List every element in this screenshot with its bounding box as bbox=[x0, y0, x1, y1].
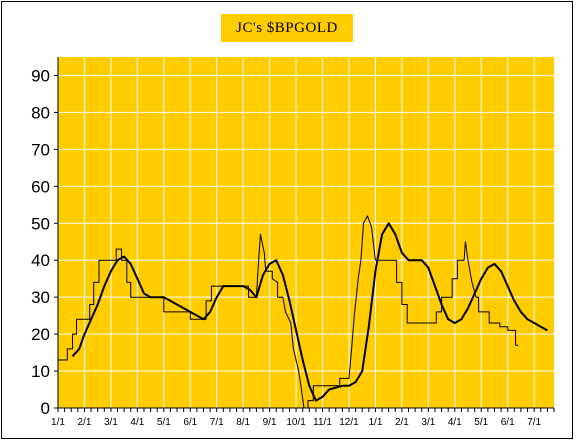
y-tick-label: 30 bbox=[31, 288, 50, 307]
x-tick-label: 3/1 bbox=[104, 417, 118, 428]
x-tick-label: 8/1 bbox=[236, 417, 250, 428]
x-tick-label: 5/1 bbox=[157, 417, 171, 428]
y-tick-label: 40 bbox=[31, 251, 50, 270]
x-tick-label: 1/1 bbox=[51, 417, 65, 428]
y-tick-label: 80 bbox=[31, 103, 50, 122]
x-tick-label: 6/1 bbox=[183, 417, 197, 428]
x-tick-label: 6/1 bbox=[501, 417, 515, 428]
y-tick-label: 60 bbox=[31, 177, 50, 196]
y-tick-label: 10 bbox=[31, 362, 50, 381]
x-tick-label: 2/1 bbox=[78, 417, 92, 428]
x-tick-label: 4/1 bbox=[448, 417, 462, 428]
x-tick-label: 12/1 bbox=[339, 417, 359, 428]
x-tick-label: 11/1 bbox=[313, 417, 332, 428]
y-tick-label: 50 bbox=[31, 214, 50, 233]
chart-title: JC's $BPGOLD bbox=[221, 14, 353, 42]
y-tick-label: 90 bbox=[31, 66, 50, 85]
x-tick-label: 1/1 bbox=[368, 417, 382, 428]
x-tick-label: 5/1 bbox=[474, 417, 488, 428]
x-tick-label: 7/1 bbox=[527, 417, 541, 428]
plot-area bbox=[58, 57, 554, 408]
x-tick-label: 2/1 bbox=[395, 417, 409, 428]
x-tick-label: 10/1 bbox=[286, 417, 306, 428]
y-tick-label: 0 bbox=[41, 399, 50, 418]
x-tick-label: 3/1 bbox=[421, 417, 435, 428]
series-line-step bbox=[58, 215, 519, 409]
y-tick-label: 70 bbox=[31, 140, 50, 159]
x-tick-label: 9/1 bbox=[263, 417, 277, 428]
y-tick-label: 20 bbox=[31, 325, 50, 344]
series-line-smooth bbox=[71, 222, 548, 402]
x-tick-label: 4/1 bbox=[130, 417, 144, 428]
x-tick-label: 7/1 bbox=[210, 417, 224, 428]
